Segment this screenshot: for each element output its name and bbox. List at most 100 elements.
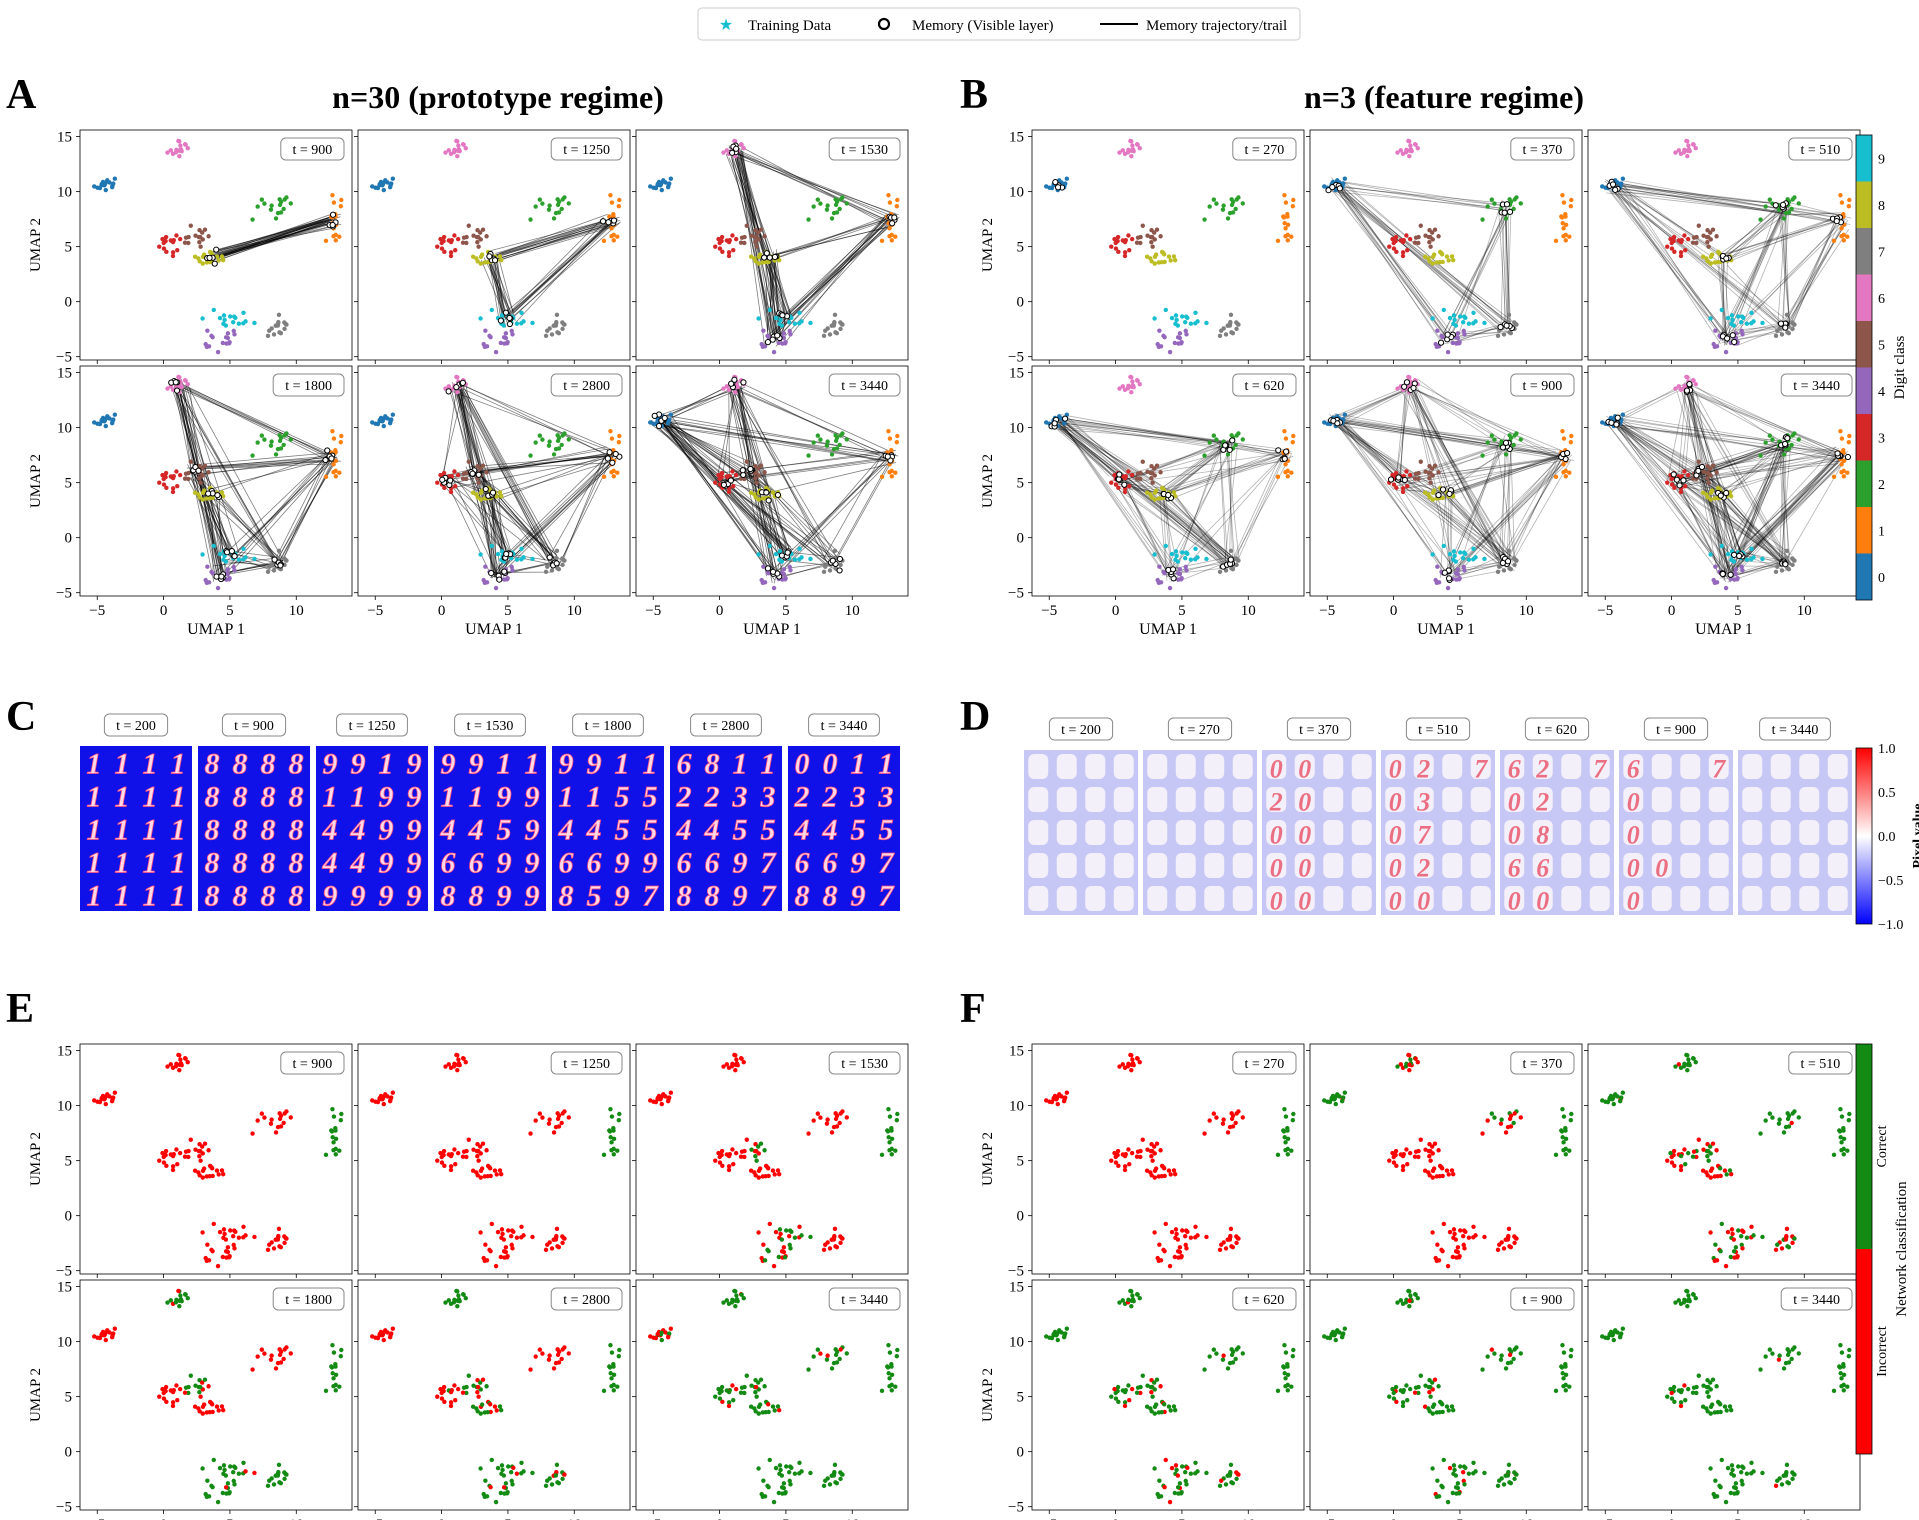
training-point [209,1166,215,1171]
memory-tile [1470,819,1491,846]
training-point [799,1233,804,1238]
training-point [1682,469,1687,474]
training-point [511,1465,516,1471]
training-point [782,341,788,346]
training-point [1452,317,1457,323]
memory-tile [1266,786,1287,813]
training-point [448,1167,454,1173]
training-point [474,256,479,261]
training-point [808,556,813,562]
training-point [112,176,118,181]
memory-trajectory [1615,426,1786,442]
training-point [1126,233,1131,238]
training-point [477,1380,483,1385]
memory-trajectory [1500,212,1505,329]
training-point [170,1153,176,1159]
training-point [277,1116,283,1122]
training-point [827,332,833,337]
training-point [1431,252,1437,257]
training-point [183,1149,189,1154]
training-point [726,489,732,495]
training-point [1395,150,1400,155]
training-point [1162,334,1167,340]
training-point [765,1166,771,1171]
training-point [721,1064,726,1069]
y-tick-label: 15 [1009,366,1024,382]
training-point [168,1298,174,1303]
training-point [551,452,557,457]
memory-point [459,379,466,386]
memory-trajectory [1158,489,1168,581]
training-point [1185,551,1190,557]
training-point [1113,482,1119,487]
training-point [1708,497,1713,502]
training-point [797,310,802,315]
training-point [455,1298,460,1303]
training-point [1149,470,1155,476]
digit-colorbar-label: Digit class [1892,335,1908,399]
training-point [504,1491,510,1496]
memory-trajectory [770,225,892,257]
training-point [161,482,167,487]
training-point [484,580,490,585]
training-point [223,559,229,564]
training-point [1506,548,1512,554]
memory-tile [1385,753,1406,780]
memory-digit: 6 [1627,754,1640,783]
memory-trajectory [1695,472,1736,556]
training-point [1569,433,1574,439]
training-point [337,470,342,475]
training-point [827,568,833,573]
memory-tile [1623,885,1644,912]
memory-point [784,549,791,556]
memory-trajectory [1122,479,1167,572]
memory-trajectory [1328,187,1507,323]
training-point [611,232,616,238]
training-point [753,239,758,245]
training-point [236,557,242,562]
training-point [268,207,274,212]
training-point [1175,323,1181,328]
training-point [330,1342,335,1348]
training-point [186,476,191,482]
time-label: t = 1250 [563,1057,610,1072]
training-point [1129,153,1134,159]
memory-trajectory [1342,387,1414,426]
memory-point [1501,209,1508,216]
training-point [210,1484,215,1490]
memory-point [1731,338,1738,346]
training-point [1466,557,1472,562]
training-point [1784,312,1790,318]
memory-trajectory [1506,441,1512,560]
memory-trajectory [1501,449,1512,566]
memory-trajectory [1610,423,1845,455]
training-point [231,1242,236,1248]
training-point [211,307,216,313]
training-point [170,486,176,491]
memory-point [329,211,337,218]
memory-tile [1442,885,1463,912]
memory-digit: 6 [441,846,456,879]
memory-point [1833,218,1840,225]
memory-trajectory [1170,443,1224,583]
memory-trajectory [1708,469,1739,554]
training-point [174,233,179,238]
memory-digit: 1 [143,780,158,813]
memory-trajectory [1331,386,1407,418]
memory-digit: 1 [379,747,394,780]
memory-digit: 2 [1535,787,1549,816]
time-label-box [808,713,880,737]
x-tick-label: −5 [1597,603,1613,619]
training-point [1725,551,1731,557]
training-point [161,240,166,246]
training-point [781,567,787,572]
memory-digit: 8 [705,879,720,912]
training-point [103,1094,108,1100]
panel-letter: E [6,986,34,1032]
memory-trajectory [1402,442,1508,478]
training-point [275,1360,281,1366]
training-point [659,1337,664,1343]
training-point [475,1153,480,1159]
training-point [1841,468,1846,474]
